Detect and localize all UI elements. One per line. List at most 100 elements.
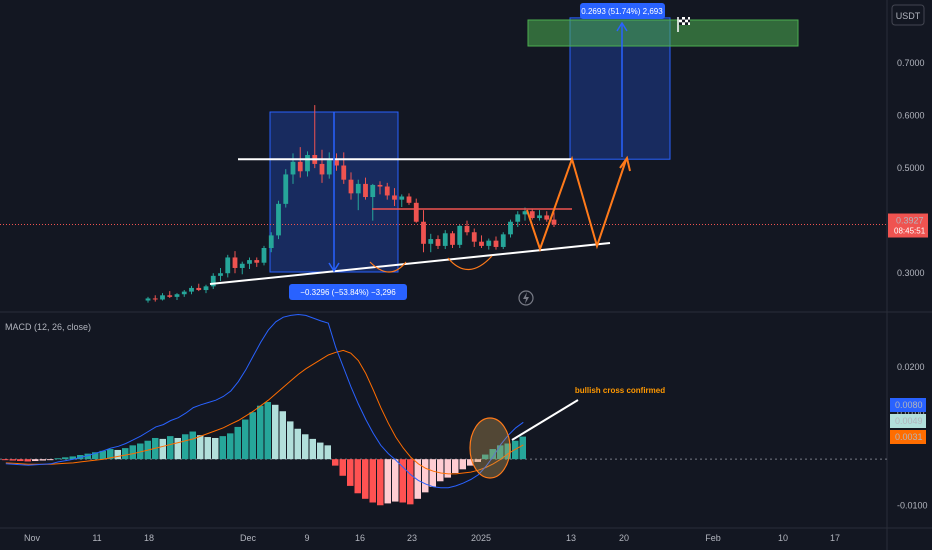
macd-histogram-bar	[2, 459, 9, 461]
time-tick-label: 9	[304, 533, 309, 543]
macd-histogram-bar	[407, 459, 414, 505]
candle-body	[392, 195, 397, 200]
macd-histogram-bar	[159, 438, 166, 460]
candle-body	[544, 215, 550, 220]
macd-histogram-bar	[377, 459, 384, 506]
macd-histogram-bar	[219, 436, 226, 460]
candle-body	[305, 155, 310, 172]
macd-value-tag	[890, 414, 926, 428]
time-tick-label: 18	[144, 533, 154, 543]
candle-body	[341, 165, 347, 180]
time-tick-label: Nov	[24, 533, 41, 543]
macd-histogram-bar	[467, 459, 474, 466]
drawing-layer-back	[0, 17, 887, 273]
time-tick-label: Feb	[705, 533, 721, 543]
macd-axis[interactable]: 0.0200 0.0100 -0.0100 0.0080 0.0049 0.0031	[890, 362, 928, 510]
macd-histogram-bar	[182, 434, 189, 460]
candle-body	[442, 233, 448, 246]
price-tick-label: 0.6000	[897, 111, 925, 121]
candle-body	[261, 248, 267, 263]
macd-histogram-bar	[519, 436, 526, 460]
macd-histogram-bar	[39, 459, 46, 461]
bullish-cross-highlight	[469, 417, 511, 479]
macd-histogram-bar	[242, 419, 249, 460]
lightning-icon[interactable]	[518, 290, 534, 306]
time-tick-label: 10	[778, 533, 788, 543]
macd-histogram-bar	[317, 442, 324, 460]
macd-histogram-bar	[227, 433, 234, 460]
macd-histogram-bar	[489, 449, 496, 460]
macd-pane	[0, 313, 887, 506]
current-price-tag	[888, 213, 928, 238]
candle-body	[247, 260, 252, 264]
candle-body	[326, 160, 332, 175]
candle-body	[283, 174, 289, 204]
bullish-cross-pointer	[511, 399, 579, 441]
macd-histogram-bar	[212, 437, 219, 460]
time-tick-label: 11	[92, 533, 101, 543]
price-tick-label: 0.5000	[897, 163, 925, 173]
bullish-cross-label: bullish cross confirmed	[575, 386, 665, 395]
macd-histogram-bar	[504, 443, 511, 460]
candle-body	[384, 186, 390, 196]
currency-label: USDT	[896, 11, 921, 21]
currency-badge[interactable]	[891, 4, 925, 26]
candle-body	[254, 260, 260, 263]
projected-path-arrowhead	[619, 155, 631, 172]
macd-histogram-bar	[137, 443, 144, 460]
time-tick-label: 13	[566, 533, 576, 543]
macd-histogram-bar	[129, 445, 136, 460]
time-tick-label: Dec	[240, 533, 257, 543]
projected-path	[526, 155, 627, 253]
candle-body	[421, 221, 426, 244]
target-zone-box	[527, 19, 799, 47]
macd-histogram-bar	[249, 412, 256, 460]
drawing-layer-front	[209, 21, 631, 285]
macd-histogram-bar	[279, 411, 286, 460]
macd-tick-label: 0.0100	[897, 408, 925, 418]
macd-signal-line	[5, 349, 524, 475]
macd-value-tag	[890, 398, 926, 412]
macd-histogram-bar	[452, 459, 459, 473]
macd-histogram-bar	[497, 445, 504, 460]
macd-histogram-bar	[324, 445, 331, 460]
macd-histogram-bar	[122, 448, 129, 460]
price-tick-label: 0.7000	[897, 58, 925, 68]
macd-histogram-bar	[347, 459, 354, 486]
macd-histogram-bar	[107, 449, 114, 460]
macd-histogram-bar	[17, 459, 24, 462]
candle-body	[413, 202, 419, 222]
candle-body	[203, 286, 209, 291]
candle-body	[160, 295, 165, 300]
macd-value-tag	[890, 430, 926, 444]
macd-histogram-bar	[272, 404, 279, 460]
macd-value-label: 0.0080	[895, 400, 923, 410]
macd-histogram-bar	[369, 459, 376, 503]
candle-body	[515, 214, 521, 222]
candle-body	[493, 240, 499, 247]
time-tick-label: 20	[619, 533, 629, 543]
drop-measure-label-box	[289, 284, 407, 300]
candle-body	[225, 257, 231, 274]
candle-body	[210, 275, 216, 287]
macd-value-label: 0.0031	[895, 432, 923, 442]
time-tick-label: 16	[355, 533, 365, 543]
candle-body	[450, 233, 455, 245]
macd-histogram-bar	[399, 459, 406, 503]
candle-body	[268, 235, 274, 248]
candle-body	[435, 239, 441, 246]
macd-histogram-bar	[362, 459, 369, 499]
candle-body	[145, 298, 151, 301]
macd-histogram-bar	[422, 459, 429, 493]
candle-body	[348, 179, 354, 194]
macd-histogram-bar	[174, 437, 181, 460]
time-axis[interactable]: Nov 11 18 Dec 9 16 23 2025 13 20 Feb 10 17	[24, 533, 840, 543]
macd-legend[interactable]: MACD (12, 26, close)	[5, 322, 91, 332]
drop-arrow-head	[328, 262, 340, 273]
macd-tick-label: 0.0200	[897, 362, 925, 372]
candle-body	[399, 196, 405, 200]
macd-histogram-bar	[294, 428, 301, 460]
candle-body	[500, 234, 506, 247]
